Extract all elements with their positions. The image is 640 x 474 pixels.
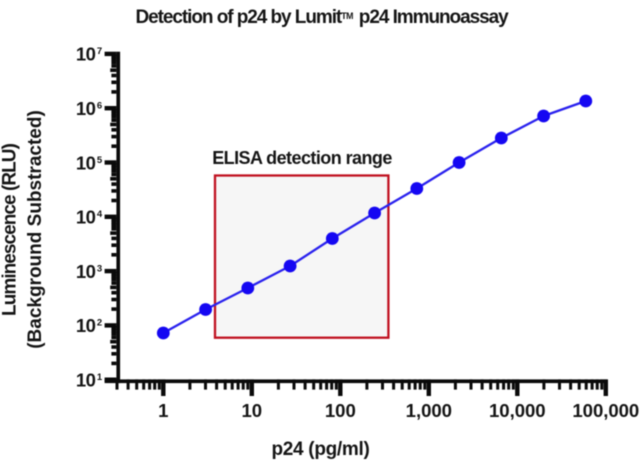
svg-text:6: 6 [97,101,102,112]
svg-text:10: 10 [242,400,263,421]
svg-text:p24 (pg/ml): p24 (pg/ml) [271,439,369,460]
svg-text:10: 10 [76,370,96,391]
svg-text:(Background Substracted): (Background Substracted) [25,110,46,349]
svg-text:5: 5 [97,155,103,166]
svg-text:2: 2 [97,318,102,329]
svg-text:100,000: 100,000 [572,400,639,421]
svg-text:4: 4 [97,209,103,220]
svg-text:3: 3 [97,263,102,274]
svg-text:1,000: 1,000 [406,400,452,421]
svg-text:10: 10 [76,98,96,119]
svg-text:10: 10 [76,152,96,173]
svg-text:Detection of p24 by LumitTM p2: Detection of p24 by LumitTM p24 Immunoas… [135,7,509,28]
svg-text:100: 100 [325,400,356,421]
svg-text:10,000: 10,000 [489,400,546,421]
svg-text:10: 10 [76,44,96,65]
svg-text:10: 10 [76,261,96,282]
svg-text:7: 7 [97,46,102,57]
svg-text:1: 1 [97,372,103,383]
svg-text:ELISA detection range: ELISA detection range [212,148,392,168]
svg-text:10: 10 [76,315,96,336]
svg-text:Luminescence (RLU): Luminescence (RLU) [0,143,21,316]
svg-text:1: 1 [158,400,168,421]
svg-text:10: 10 [76,207,96,228]
